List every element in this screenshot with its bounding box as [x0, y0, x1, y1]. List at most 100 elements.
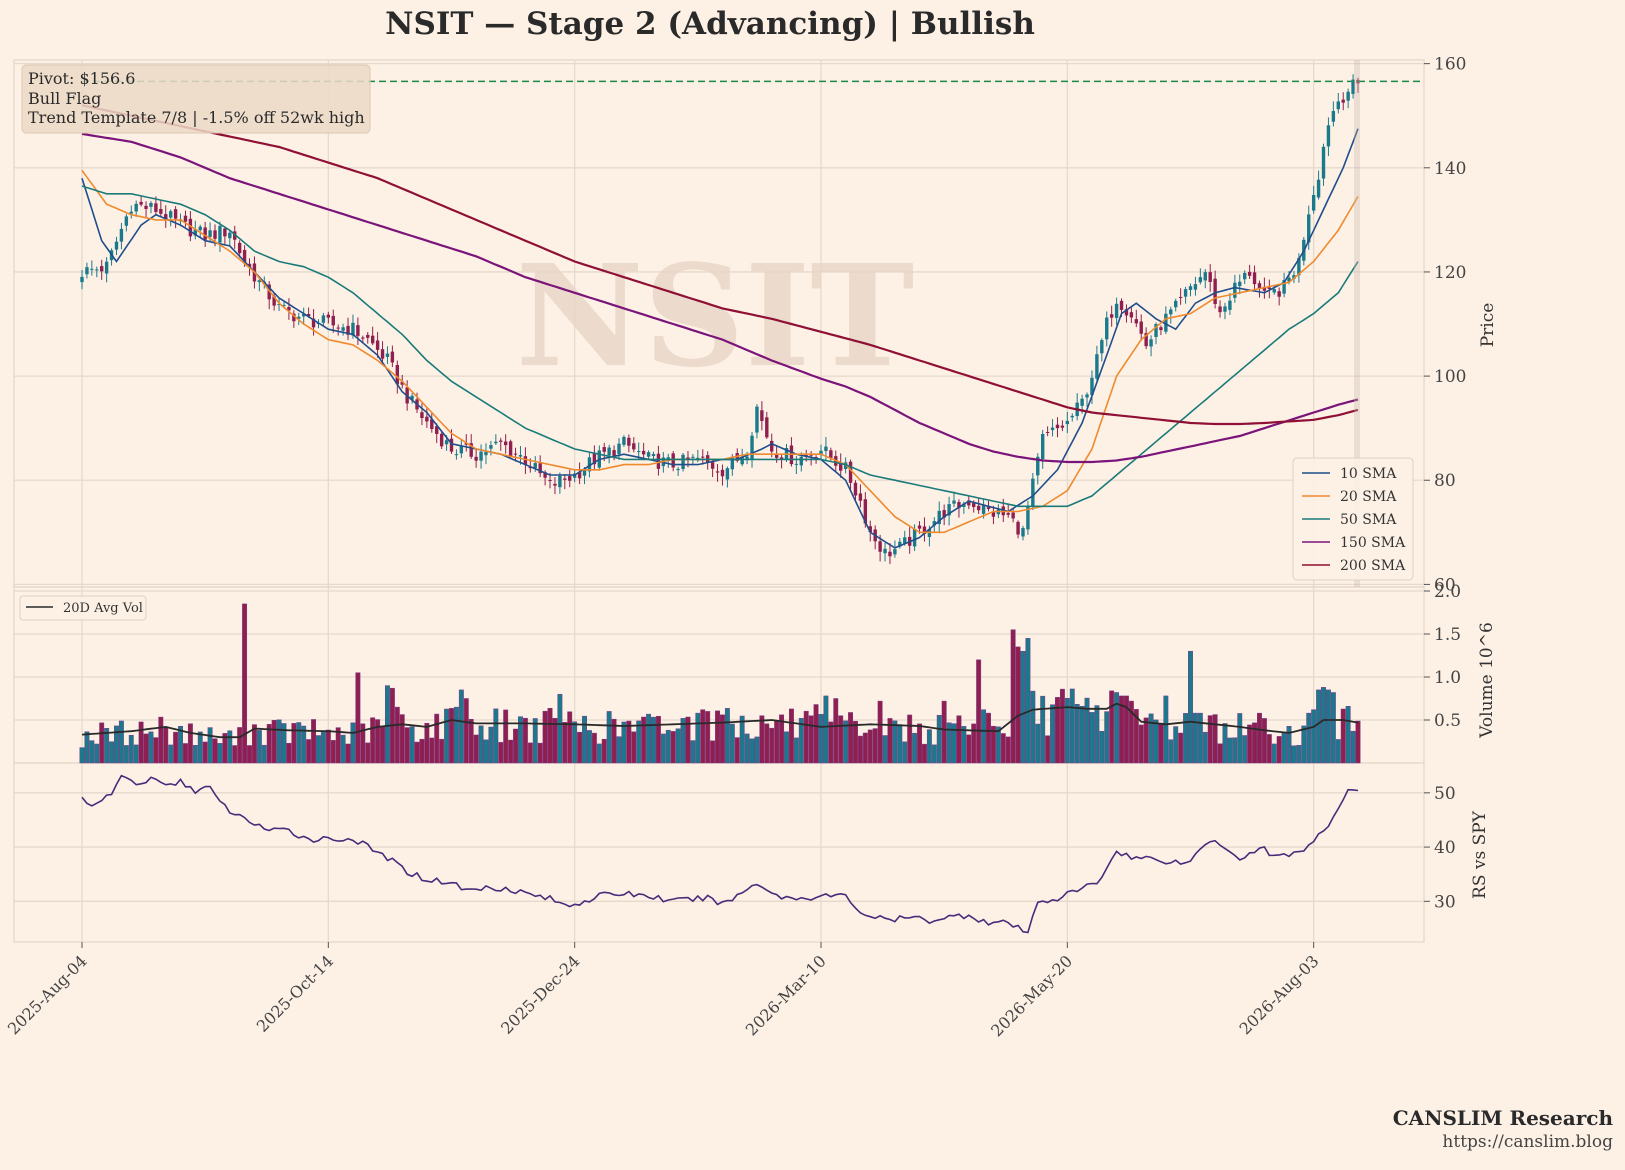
candle-body [1055, 424, 1060, 429]
volume-bar [1138, 724, 1144, 764]
candle-body [508, 441, 513, 456]
brand-url[interactable]: https://canslim.blog [1442, 1132, 1613, 1152]
candle-body [331, 315, 335, 326]
volume-bar [227, 730, 233, 764]
volume-bar [774, 720, 780, 764]
avg-volume-line [81, 702, 1359, 739]
volume-bar [404, 727, 410, 764]
candle-body [1164, 313, 1168, 332]
chart-title: NSIT — Stage 2 (Advancing) | Bullish [385, 6, 1035, 42]
candle-body [922, 526, 927, 534]
candle-body [1114, 303, 1119, 318]
rs-tick-label: 50 [1434, 784, 1456, 804]
candle-body [1174, 300, 1178, 308]
volume-bar [1222, 723, 1228, 764]
candle-body [819, 450, 823, 455]
candle-body [538, 463, 542, 474]
candle-body [326, 314, 331, 318]
volume-bar [853, 720, 858, 764]
volume-bar [192, 745, 198, 764]
candle-body [237, 242, 242, 254]
candle-body [883, 548, 887, 554]
candle-body [1262, 286, 1267, 291]
candle-body [459, 446, 464, 454]
candle-body [553, 483, 557, 486]
candle-body [1178, 296, 1183, 298]
volume-bar [1192, 712, 1198, 764]
candle-body [518, 455, 523, 457]
candle-body [912, 528, 917, 547]
legend-sma20: 20 SMA [1340, 489, 1397, 505]
candle-body [1351, 79, 1355, 94]
volume-bar [665, 729, 671, 764]
candle-body [129, 211, 133, 214]
volume-bar [286, 742, 292, 764]
candle-body [1233, 282, 1237, 298]
candle-body [952, 500, 956, 504]
volume-bar [1217, 743, 1223, 764]
candle-body [577, 472, 582, 479]
candle-body [1287, 277, 1291, 282]
candle-body [1021, 527, 1025, 537]
candle-body [1109, 314, 1114, 318]
volume-bar [1311, 709, 1317, 764]
candle-body [720, 469, 725, 477]
candle-body [489, 445, 493, 449]
candle-body [893, 549, 897, 555]
volume-bar [1188, 650, 1193, 764]
rs-tick-label: 40 [1434, 838, 1456, 858]
candle-body [770, 440, 774, 452]
sma-lines [81, 60, 1420, 934]
volume-bar [1040, 695, 1046, 764]
volume-bar [641, 716, 647, 764]
volume-bar [522, 717, 528, 764]
candle-body [878, 541, 882, 552]
volume-bar [1099, 730, 1105, 764]
candle-body [1119, 300, 1124, 310]
candle-body [469, 443, 473, 457]
candle-body [242, 249, 247, 264]
candle-body [612, 450, 616, 456]
volume-bar [197, 731, 203, 764]
volume-bar [375, 719, 381, 764]
candle-body [809, 454, 813, 456]
candle-body [917, 525, 922, 529]
candle-body [607, 447, 611, 456]
candle-body [420, 412, 424, 419]
volume-bar [700, 709, 706, 764]
candle-body [853, 482, 858, 496]
candle-body [168, 211, 173, 218]
candle-body [144, 205, 148, 209]
volume-bar [1055, 697, 1060, 764]
candle-body [582, 469, 587, 476]
candle-body [1277, 291, 1281, 297]
rs-tick-label: 30 [1434, 892, 1456, 912]
candle-body [385, 353, 390, 357]
volume-bar [729, 723, 735, 764]
candle-body [1144, 333, 1148, 347]
volume-bar [114, 725, 119, 764]
candle-body [1297, 258, 1301, 276]
candle-body [1208, 272, 1212, 282]
rs-axis-label: RS vs SPY [1470, 810, 1490, 899]
volume-bar [414, 741, 420, 764]
volume-bar [138, 721, 144, 764]
candle-body [681, 454, 685, 470]
candle-body [104, 261, 109, 274]
volume-bar [128, 734, 134, 764]
candle-body [366, 334, 370, 338]
volume-bar [636, 720, 642, 764]
last-bar-highlight [1354, 60, 1360, 587]
volume-bar [897, 724, 903, 764]
volume-bar [281, 723, 287, 764]
candle-body [213, 230, 217, 239]
trend-label: Trend Template 7/8 | -1.5% off 52wk high [28, 108, 365, 127]
x-tick-label: 2026-Aug-03 [1236, 951, 1323, 1038]
volume-bar [251, 724, 257, 764]
volume-bar [705, 711, 711, 764]
candle-body [1070, 415, 1074, 418]
volume-bar [961, 726, 967, 764]
candle-body [282, 304, 286, 307]
volume-bar [1271, 743, 1277, 764]
candle-body [1065, 420, 1070, 425]
